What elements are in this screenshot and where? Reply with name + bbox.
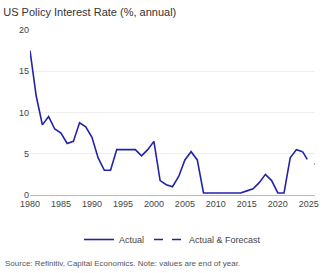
svg-text:Actual: Actual (119, 235, 144, 245)
svg-text:Actual & Forecast: Actual & Forecast (189, 235, 261, 245)
svg-text:2010: 2010 (206, 199, 226, 209)
svg-text:2000: 2000 (144, 199, 164, 209)
svg-text:0: 0 (24, 190, 29, 200)
svg-text:Source: Refinitiv, Capital Eco: Source: Refinitiv, Capital Economics. No… (5, 259, 240, 268)
svg-text:10: 10 (19, 108, 29, 118)
svg-text:2015: 2015 (237, 199, 257, 209)
svg-text:5: 5 (24, 149, 29, 159)
svg-text:1980: 1980 (20, 199, 40, 209)
svg-text:20: 20 (19, 25, 29, 35)
svg-text:US Policy Interest Rate (%, an: US Policy Interest Rate (%, annual) (3, 6, 176, 18)
svg-text:2020: 2020 (268, 199, 288, 209)
svg-text:15: 15 (19, 66, 29, 76)
svg-text:2025: 2025 (299, 199, 319, 209)
svg-text:1995: 1995 (113, 199, 133, 209)
svg-text:1990: 1990 (82, 199, 102, 209)
svg-text:1985: 1985 (51, 199, 71, 209)
svg-text:2005: 2005 (175, 199, 195, 209)
